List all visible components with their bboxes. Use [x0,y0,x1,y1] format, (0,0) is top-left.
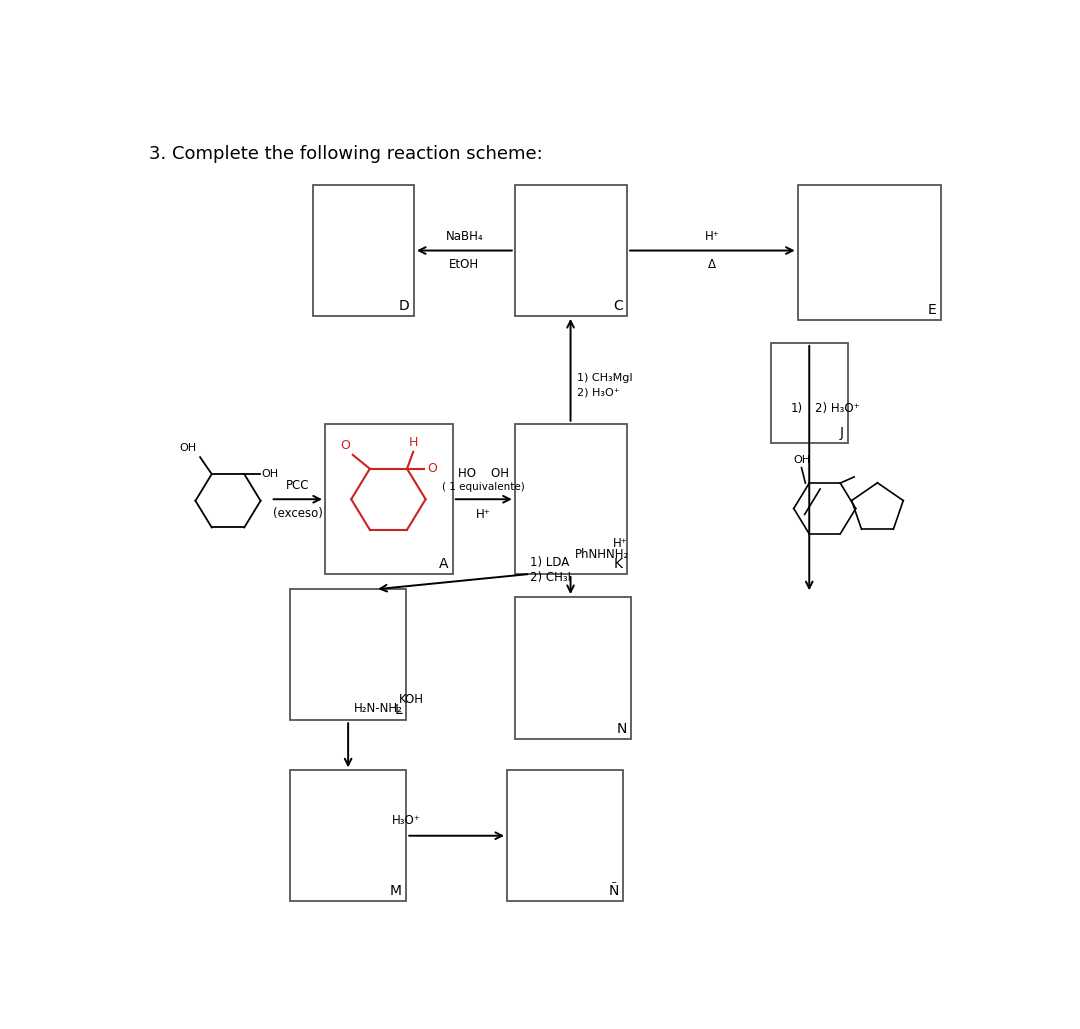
Text: L: L [394,703,402,717]
Bar [291,590,406,720]
Text: O: O [428,462,437,475]
Text: 2) CH₃I: 2) CH₃I [530,571,571,584]
Bar [507,771,623,901]
Bar [515,424,627,574]
Text: KOH: KOH [399,693,423,706]
Bar [770,343,848,443]
Text: C: C [613,298,623,313]
Text: 3. Complete the following reaction scheme:: 3. Complete the following reaction schem… [149,145,543,163]
Bar [798,185,941,320]
Text: D: D [400,298,409,313]
Text: OH: OH [261,469,279,480]
Text: J: J [840,426,843,439]
Text: 1) LDA: 1) LDA [530,556,569,569]
Text: H⁺: H⁺ [613,537,629,549]
Bar [515,597,631,740]
Text: H: H [408,435,418,449]
Text: 2) H₃O⁺: 2) H₃O⁺ [577,388,619,398]
Text: PCC: PCC [286,478,310,492]
Bar [291,771,406,901]
Bar [325,424,453,574]
Text: K: K [613,557,623,571]
Text: OH: OH [179,443,197,454]
Text: (exceso): (exceso) [273,507,323,521]
Text: PhNHNH₂: PhNHNH₂ [575,548,629,561]
Text: OH: OH [793,455,810,464]
Text: NaBH₄: NaBH₄ [446,230,483,243]
Text: ( 1 equivalente): ( 1 equivalente) [443,482,525,492]
Text: E: E [928,303,936,317]
Text: 1): 1) [791,402,804,415]
Text: N: N [617,722,626,737]
Text: H₃O⁺: H₃O⁺ [392,814,421,827]
Bar [313,185,414,316]
Text: O: O [340,438,350,452]
Text: Ñ: Ñ [609,884,619,898]
Text: H⁺: H⁺ [705,230,719,243]
Bar [515,185,627,316]
Text: 2) H₃O⁺: 2) H₃O⁺ [815,402,860,415]
Text: Δ: Δ [708,258,716,271]
Text: HO    OH: HO OH [458,467,510,481]
Text: A: A [440,557,448,571]
Text: H₂N-NH₂: H₂N-NH₂ [354,702,403,715]
Text: H⁺: H⁺ [476,508,491,521]
Text: EtOH: EtOH [449,258,480,271]
Text: M: M [390,884,402,898]
Text: 1) CH₃MgI: 1) CH₃MgI [577,372,633,383]
